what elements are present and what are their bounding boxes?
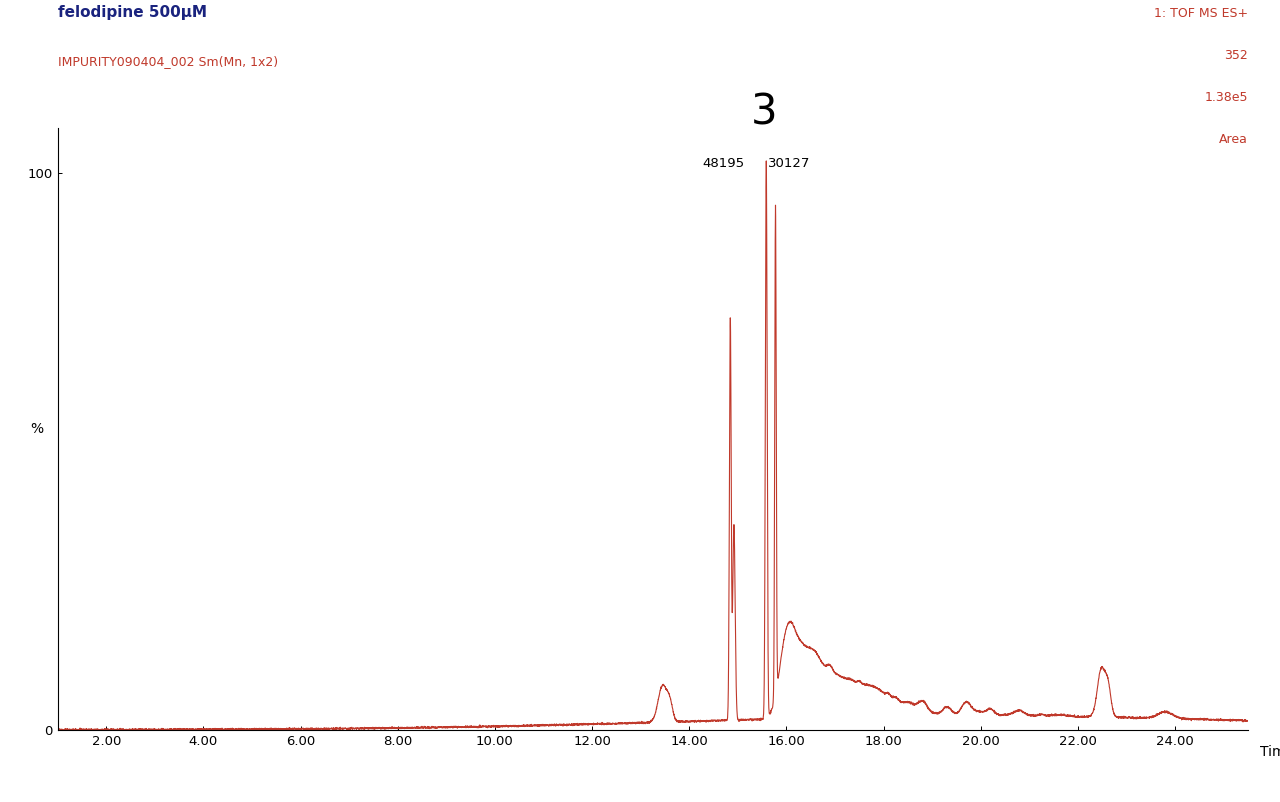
Text: 30127: 30127 (768, 157, 810, 170)
Text: 48195: 48195 (703, 157, 745, 170)
Text: Area: Area (1219, 133, 1248, 147)
Text: 3: 3 (751, 92, 778, 134)
Text: %: % (31, 422, 44, 436)
Text: 1: TOF MS ES+: 1: TOF MS ES+ (1153, 7, 1248, 20)
Text: IMPURITY090404_002 Sm(Mn, 1x2): IMPURITY090404_002 Sm(Mn, 1x2) (58, 55, 278, 68)
Text: 352: 352 (1224, 49, 1248, 63)
Text: 1.38e5: 1.38e5 (1204, 91, 1248, 104)
Text: felodipine 500μM: felodipine 500μM (58, 5, 206, 20)
Text: Time: Time (1260, 745, 1280, 759)
